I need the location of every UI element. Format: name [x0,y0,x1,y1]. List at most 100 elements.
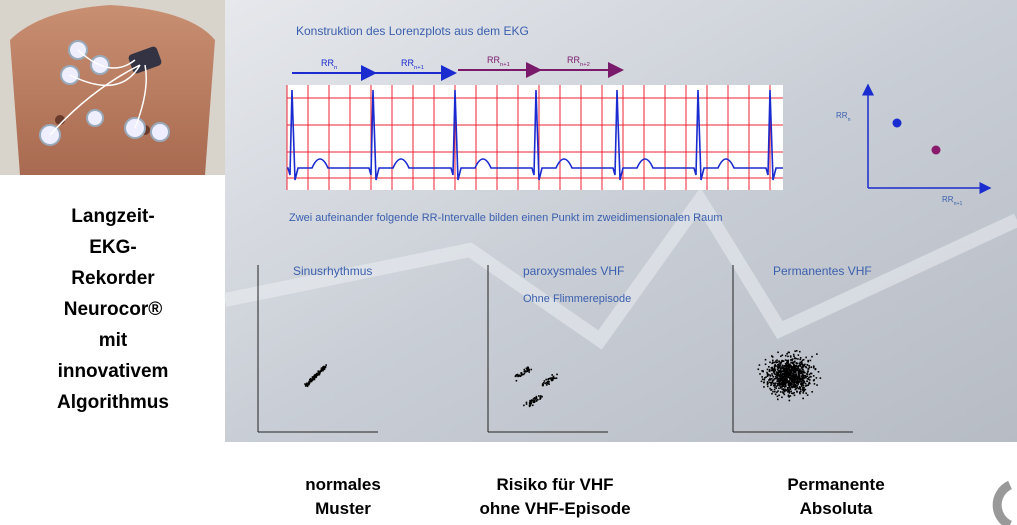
scatter-dot [774,384,776,386]
scatter-dot [772,384,775,387]
scatter-dot [801,378,804,381]
scatter-dot [317,370,320,372]
scatter-dot [539,396,542,399]
scatter-dot [788,366,791,368]
scatter-dot [796,385,799,387]
scatter-dot [779,367,782,369]
scatter-dot [784,378,787,380]
scatter-dot [784,384,787,387]
bottom-label: Muster [315,499,371,518]
scatter-dot [766,381,769,383]
scatter-dot [321,369,323,371]
scatter-dot [797,365,799,368]
scatter-dot [318,372,321,375]
scatter-dot [309,378,311,381]
scatter-dot [541,383,544,385]
scatter-dot [788,385,791,388]
scatter-dot [795,350,798,352]
scatter-dot [772,370,775,373]
side-text-line: Rekorder [71,268,155,289]
scatter-dot [313,377,315,380]
scatter-dot [807,384,809,386]
scatter-dot [786,372,789,374]
scatter-dot [800,380,803,383]
scatter-dot [781,381,783,383]
scatter-dot [786,386,789,389]
scatter-dot [777,374,779,377]
scatter-dot [776,382,779,385]
scatter-dot [779,387,782,389]
scatter-dot [791,381,794,384]
scatter-dot [775,371,778,373]
scatter-dot [789,388,792,390]
scatter-dot [786,352,788,355]
scatter-dot [777,379,780,382]
scatter-dot [794,350,796,353]
scatter-dot [308,382,311,384]
scatter-dot [524,371,527,373]
scatter-dot [802,377,805,380]
scatter-dot [799,361,802,364]
scatter-dot [547,378,549,381]
scatter-dot [806,394,809,396]
scatter-dot [809,379,811,381]
scatter-dot [775,365,777,367]
scatter-dot [773,382,776,385]
scatter-dot [801,384,803,387]
scatter-dot [775,374,778,377]
scatter-dot [808,382,811,385]
scatter-dot [792,370,794,373]
scatter-dot [758,364,761,366]
scatter-dot [781,377,784,380]
scatter-dot [519,375,522,378]
scatter-dot [795,387,797,390]
scatter-dot [529,404,532,407]
scatter-dot [521,373,523,376]
scatter-dot [803,381,806,383]
rr-label: RRn+1 [942,195,962,207]
scatter-dot [792,385,795,388]
scatter-dot [777,363,779,366]
scatter-dot [530,368,533,371]
scatter-dot [525,401,528,404]
scatter-dot [802,389,804,392]
scatter-dot [525,403,528,405]
scatter-dot [325,364,327,366]
scatter-dot [785,367,787,369]
side-text-line: Algorithmus [57,392,169,413]
scatter-dot [805,384,808,387]
scatter-dot [550,377,552,380]
scatter-dot [792,353,795,356]
scatter-dot [539,398,541,400]
scatter-dot [533,397,536,399]
rr-base: RR [487,55,500,65]
scatter-dot [782,360,785,362]
scatter-dot [783,381,785,383]
scatter-dot [781,383,783,385]
scatter-dot [812,379,815,382]
scatter-dot [797,379,799,382]
scatter-dot [790,382,793,385]
scatter-dot [799,377,801,380]
scatter-dot [793,357,796,360]
scatter-dot [785,364,788,367]
scatter-dot [802,375,805,377]
scatter-dot [775,385,778,387]
scatter-dot [792,375,795,378]
scatter-dot [793,379,796,382]
scatter-dot [793,361,795,364]
scatter-dot [307,382,310,385]
scatter-dot [797,383,799,386]
rr-base: RR [836,111,848,120]
scatter-dot [779,365,781,368]
scatter-dot [801,364,804,366]
scatter-dot [789,383,792,386]
scatter-dot [550,379,553,381]
scatter-dot [801,363,804,366]
scatter-dot [787,355,789,358]
scatter-dot [552,378,554,380]
scatter-dot [806,375,809,378]
scatter-dot [781,379,784,381]
scatter-dot [785,363,788,366]
scatter-dot [779,377,782,379]
